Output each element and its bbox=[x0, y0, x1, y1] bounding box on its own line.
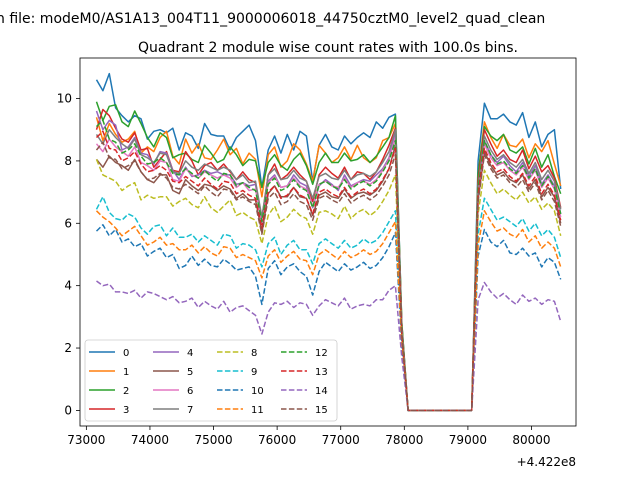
series-line-12 bbox=[95, 119, 562, 412]
x-tick-label: 75000 bbox=[194, 433, 232, 447]
legend-label-4: 4 bbox=[187, 348, 193, 359]
legend-label-1: 1 bbox=[123, 367, 129, 378]
series-line-13 bbox=[95, 130, 562, 412]
legend-box bbox=[84, 339, 338, 422]
series-line-15 bbox=[95, 141, 562, 412]
y-tick-label: 2 bbox=[64, 341, 72, 355]
series-line-11 bbox=[95, 210, 562, 412]
series-line-0 bbox=[95, 72, 562, 412]
series-line-10 bbox=[95, 224, 562, 412]
y-tick-label: 6 bbox=[64, 216, 72, 230]
x-tick-label: 74000 bbox=[131, 433, 169, 447]
legend-label-3: 3 bbox=[123, 405, 129, 416]
plot-lines bbox=[95, 72, 562, 412]
plot-frame bbox=[79, 57, 577, 427]
legend-label-10: 10 bbox=[251, 386, 264, 397]
x-tick-label: 78000 bbox=[385, 433, 423, 447]
legend-label-9: 9 bbox=[251, 367, 257, 378]
series-line-8 bbox=[95, 159, 562, 412]
legend-label-14: 14 bbox=[315, 386, 328, 397]
y-tick-label: 0 bbox=[64, 403, 72, 417]
legend-label-2: 2 bbox=[123, 386, 129, 397]
legend-label-6: 6 bbox=[187, 386, 193, 397]
x-tick-label: 80000 bbox=[512, 433, 550, 447]
legend-label-12: 12 bbox=[315, 348, 328, 359]
x-tick-label: 73000 bbox=[67, 433, 105, 447]
y-tick-label: 8 bbox=[64, 154, 72, 168]
legend-label-7: 7 bbox=[187, 405, 193, 416]
legend-label-8: 8 bbox=[251, 348, 257, 359]
chart-title: Quadrant 2 module wise count rates with … bbox=[138, 40, 518, 56]
y-tick-label: 4 bbox=[64, 279, 72, 293]
series-line-14 bbox=[96, 280, 562, 412]
y-axis: 0 2 4 6 8 10 bbox=[57, 92, 80, 417]
y-tick-label: 10 bbox=[57, 92, 72, 106]
legend-label-0: 0 bbox=[123, 348, 129, 359]
legend-label-11: 11 bbox=[251, 405, 264, 416]
legend-label-15: 15 bbox=[315, 405, 328, 416]
x-tick-label: 79000 bbox=[449, 433, 487, 447]
legend-label-13: 13 bbox=[315, 367, 328, 378]
legend-label-5: 5 bbox=[187, 367, 193, 378]
x-offset-label: +4.422e8 bbox=[517, 455, 576, 469]
figure-suptitle: n file: modeM0/AS1A13_004T11_9000006018_… bbox=[0, 11, 545, 27]
x-tick-label: 77000 bbox=[322, 433, 360, 447]
x-tick-label: 76000 bbox=[258, 433, 296, 447]
x-axis: 73000 74000 75000 76000 77000 78000 79000 80000 bbox=[67, 426, 551, 447]
